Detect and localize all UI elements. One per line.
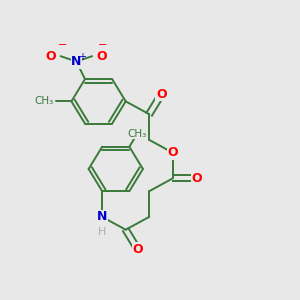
Text: O: O bbox=[133, 243, 143, 256]
Text: −: − bbox=[98, 40, 107, 50]
Text: −: − bbox=[57, 40, 67, 50]
Text: +: + bbox=[78, 52, 86, 62]
Text: N: N bbox=[71, 55, 82, 68]
Text: O: O bbox=[46, 50, 56, 63]
Text: O: O bbox=[192, 172, 202, 185]
Text: H: H bbox=[98, 227, 106, 237]
Text: CH₃: CH₃ bbox=[128, 129, 147, 139]
Text: O: O bbox=[167, 146, 178, 159]
Text: O: O bbox=[96, 50, 107, 63]
Text: O: O bbox=[156, 88, 167, 101]
Text: CH₃: CH₃ bbox=[34, 96, 53, 106]
Text: N: N bbox=[97, 210, 107, 224]
